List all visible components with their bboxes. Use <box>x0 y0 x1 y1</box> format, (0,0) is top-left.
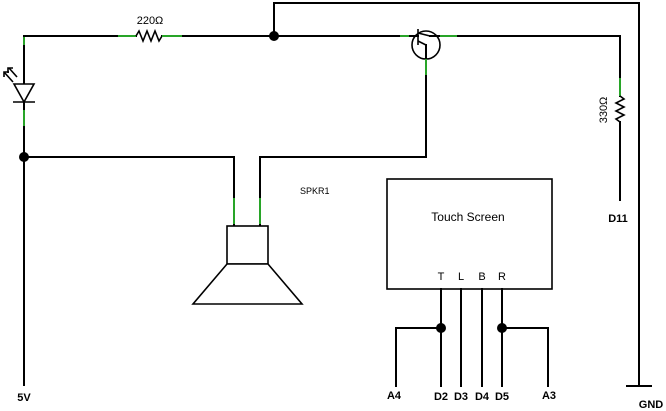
touch-screen-label: Touch Screen <box>431 210 504 224</box>
touch-pin-b: B <box>478 271 485 283</box>
transistor <box>400 29 621 158</box>
resistor-220 <box>118 28 182 44</box>
junction-t <box>436 323 446 333</box>
wire-left-mid <box>23 156 235 201</box>
label-d4: D4 <box>475 391 490 403</box>
touch-screen-leads <box>395 288 549 387</box>
junction-left <box>19 152 29 162</box>
led-symbol <box>12 35 36 386</box>
label-d5: D5 <box>495 391 509 403</box>
label-d11: D11 <box>608 213 628 225</box>
touch-screen-box <box>386 178 553 290</box>
speaker-symbol <box>191 198 304 305</box>
label-5v: 5V <box>17 392 31 404</box>
resistor-330-label: 330Ω <box>598 97 610 124</box>
led-light-arrows <box>3 67 18 83</box>
label-a3: A3 <box>542 390 556 402</box>
label-d2: D2 <box>434 391 448 403</box>
touch-pin-r: R <box>498 271 506 283</box>
label-a4: A4 <box>387 390 402 402</box>
touch-pin-t: T <box>438 271 445 283</box>
resistor-220-label: 220Ω <box>137 15 164 27</box>
wire-top-rail <box>23 2 640 37</box>
junction-top <box>269 31 279 41</box>
speaker-label: SPKR1 <box>300 186 330 196</box>
label-gnd: GND <box>639 399 664 411</box>
touch-pin-l: L <box>458 271 464 283</box>
resistor-330 <box>614 35 626 201</box>
label-d3: D3 <box>454 391 468 403</box>
wire-right-mid <box>259 156 427 201</box>
junction-r <box>497 323 507 333</box>
